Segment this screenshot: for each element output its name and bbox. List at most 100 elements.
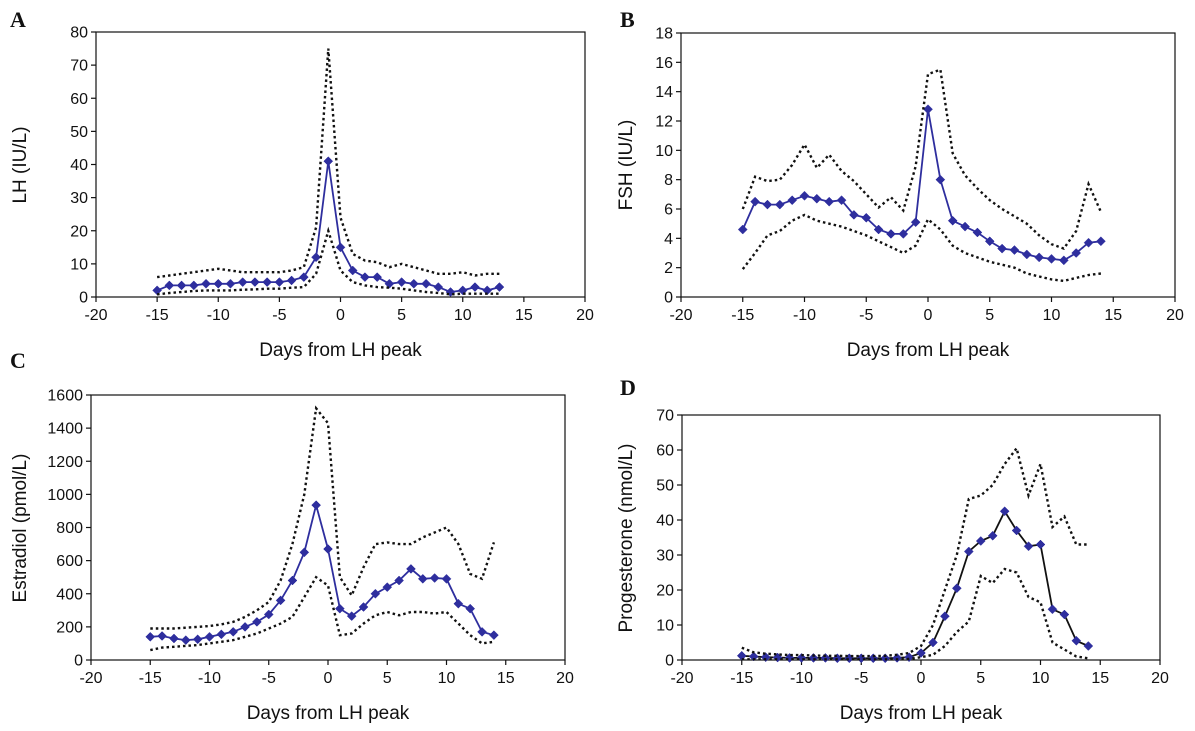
y-tick-label: 1600 <box>47 388 83 405</box>
y-tick-label: 40 <box>70 157 88 174</box>
mean-data-point <box>928 637 938 648</box>
y-tick-label: 50 <box>656 478 674 495</box>
x-tick-label: 10 <box>1043 307 1061 324</box>
mean-data-point <box>216 629 227 640</box>
upper-bound-line <box>741 68 1102 251</box>
y-tick-label: 70 <box>70 58 88 75</box>
mean-data-point <box>910 217 921 228</box>
x-axis-label: Days from LH peak <box>259 340 422 361</box>
mean-series-line <box>150 501 495 642</box>
x-tick-label: -5 <box>272 307 286 324</box>
x-tick-label: 0 <box>924 307 933 324</box>
y-tick-label: 1400 <box>47 421 83 438</box>
mean-data-point <box>963 546 974 557</box>
mean-data-point <box>311 252 321 263</box>
mean-data-point <box>935 174 946 185</box>
chart-panel-a: A 0 10 20 30 40 50 60 70 80 -20 -15 -10 -5 0 5 10 15 20 Day… <box>10 7 594 361</box>
mean-data-point <box>213 278 224 289</box>
mean-data-point <box>997 243 1007 254</box>
mean-data-point <box>335 242 346 253</box>
x-tick-label: -15 <box>731 307 754 324</box>
x-tick-label: -10 <box>207 307 230 324</box>
chart-panel-d: D 0 10 20 30 40 50 60 70 -20 -15 -10 -5 0 5 10 15 20 Days … <box>616 375 1169 724</box>
mean-data-point <box>849 210 859 220</box>
panel-letter: B <box>620 7 635 32</box>
mean-data-point <box>748 651 759 662</box>
mean-series-line <box>741 109 1102 262</box>
mean-data-point <box>164 280 175 291</box>
x-tick-label: -10 <box>790 670 813 687</box>
mean-data-point <box>787 195 798 206</box>
x-tick-label: -20 <box>669 307 692 324</box>
lower-bound-line <box>741 567 1089 661</box>
y-tick-label: 0 <box>79 290 88 307</box>
y-tick-label: 600 <box>56 553 83 570</box>
y-tick-label: 20 <box>70 223 88 240</box>
mean-data-point <box>298 272 309 282</box>
y-tick-label: 6 <box>664 202 673 219</box>
mean-data-point <box>1034 252 1045 263</box>
mean-data-point <box>760 652 771 663</box>
y-tick-label: 30 <box>656 548 674 565</box>
y-tick-label: 60 <box>656 443 674 460</box>
x-tick-label: 5 <box>985 307 994 324</box>
y-tick-label: 400 <box>56 586 83 603</box>
panel-letter: A <box>10 7 26 32</box>
mean-data-point <box>904 652 914 663</box>
mean-data-point <box>274 277 285 287</box>
y-tick-label: 12 <box>655 114 673 131</box>
mean-data-point <box>820 653 831 663</box>
mean-data-point <box>836 195 847 206</box>
mean-data-point <box>323 156 334 167</box>
mean-data-point <box>384 278 395 289</box>
x-tick-label: -15 <box>146 307 169 324</box>
x-tick-label: -5 <box>262 670 276 687</box>
x-tick-label: -20 <box>79 670 102 687</box>
lower-bound-line <box>150 575 495 652</box>
plot-frame <box>680 32 1176 298</box>
mean-data-point <box>180 635 191 645</box>
plot-frame <box>95 31 586 298</box>
mean-data-point <box>1046 254 1057 264</box>
x-tick-label: 15 <box>515 307 533 324</box>
mean-data-point <box>204 631 215 642</box>
y-tick-label: 10 <box>655 143 673 160</box>
x-tick-label: 15 <box>1104 307 1122 324</box>
mean-data-point <box>972 227 983 238</box>
lower-bound-line <box>741 213 1102 283</box>
y-axis-label: Estradiol (pmol/L) <box>10 454 31 603</box>
x-tick-label: -15 <box>730 670 753 687</box>
mean-data-point <box>916 648 926 658</box>
lower-bound-line <box>156 226 500 296</box>
panel-letter: D <box>620 375 636 400</box>
mean-data-point <box>360 272 370 282</box>
mean-data-point <box>1021 249 1032 260</box>
y-tick-label: 10 <box>656 618 674 635</box>
mean-data-point <box>1058 255 1069 266</box>
mean-data-point <box>873 224 884 235</box>
mean-data-point <box>263 609 274 620</box>
mean-data-point <box>252 617 262 627</box>
mean-data-point <box>188 280 199 291</box>
mean-data-point <box>169 633 179 644</box>
chart-panel-b: B 0 2 4 6 8 10 12 14 16 18 -20 -15 -10 -5 0 5 10 15 20 Days … <box>616 7 1184 361</box>
mean-data-point <box>429 573 440 583</box>
mean-data-point <box>370 588 381 599</box>
mean-data-point <box>489 630 499 641</box>
plot-frame <box>681 414 1161 661</box>
mean-data-point <box>192 634 203 645</box>
mean-data-point <box>323 544 333 554</box>
y-tick-label: 50 <box>70 124 88 141</box>
upper-bound-line <box>741 445 1089 658</box>
plot-frame <box>90 394 566 661</box>
mean-data-point <box>372 272 383 282</box>
mean-data-point <box>441 573 452 584</box>
x-tick-label: 15 <box>1091 670 1109 687</box>
mean-data-point <box>999 506 1010 517</box>
mean-data-point <box>940 611 950 622</box>
x-tick-label: 20 <box>1151 670 1169 687</box>
mean-data-point <box>1009 245 1020 255</box>
mean-data-point <box>299 547 310 558</box>
mean-data-point <box>334 603 345 614</box>
